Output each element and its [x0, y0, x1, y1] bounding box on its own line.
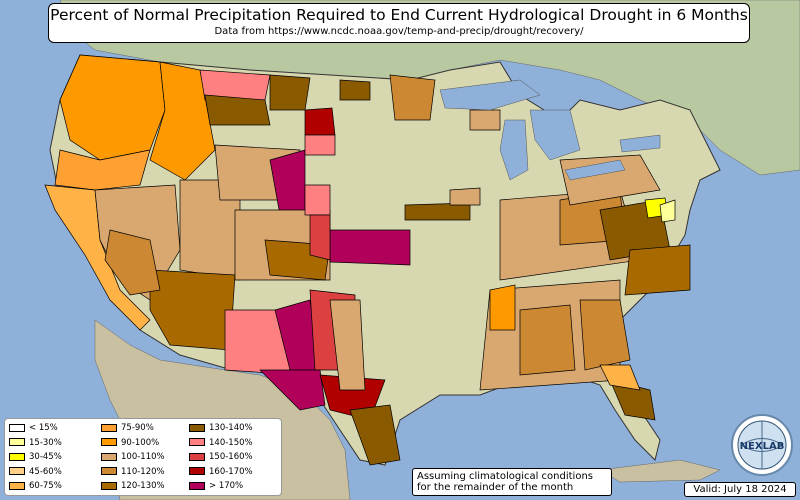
legend-swatch: [101, 438, 117, 446]
legend-label: 140-150%: [209, 437, 253, 448]
legend-swatch: [101, 423, 117, 432]
legend-swatch: [189, 438, 205, 446]
page-subtitle: Data from https://www.ncdc.noaa.gov/temp…: [214, 26, 584, 37]
region-texas-brown: [349, 404, 401, 466]
region-montana-brown: [204, 94, 271, 126]
legend-swatch: [189, 452, 205, 461]
region-miss-orange: [489, 284, 516, 331]
legend-label: 90-100%: [121, 437, 160, 448]
nexlab-logo: NEXLAB: [731, 414, 793, 476]
region-sw-brown: [104, 229, 161, 296]
legend-swatch: [101, 467, 117, 475]
legend-swatch: [9, 438, 25, 446]
legend: < 15% 15-30% 30-45% 45-60% 60-75% 75-90% 90-10…: [4, 418, 282, 496]
canada: [59, 0, 800, 176]
region-va-nc-brown: [624, 244, 691, 296]
legend-label: 75-90%: [121, 423, 154, 433]
region-pnw-orange: [59, 54, 166, 161]
region-arizona-brown: [149, 269, 236, 351]
legend-item: 100-110%: [101, 451, 165, 463]
note-line-2: for the remainder of the month: [417, 482, 574, 493]
region-kansas-red: [309, 214, 331, 261]
region-sdakota-darkred: [304, 107, 336, 136]
region-md-lightyellow: [659, 199, 676, 223]
legend-label: 150-160%: [209, 452, 253, 462]
legend-swatch: [101, 452, 117, 461]
legend-label: 60-75%: [29, 481, 62, 491]
region-kansas-magenta: [329, 229, 411, 266]
legend-item: 160-170%: [189, 466, 253, 478]
legend-label: 45-60%: [29, 466, 62, 477]
legend-item: 140-150%: [189, 437, 253, 449]
legend-swatch: [9, 481, 25, 490]
region-oregon-orange: [54, 149, 151, 191]
legend-swatch: [189, 467, 205, 475]
legend-item: 75-90%: [101, 422, 154, 434]
florida-cuba-area: [599, 459, 721, 483]
legend-item: 120-130%: [101, 480, 165, 492]
legend-swatch: [9, 467, 25, 475]
region-texas-magenta: [259, 369, 326, 411]
region-minnesota-brown: [389, 74, 436, 121]
legend-item: 15-30%: [9, 437, 62, 449]
lake-ontario: [619, 134, 661, 153]
legend-item: 150-160%: [189, 451, 253, 463]
legend-label: 160-170%: [209, 466, 253, 477]
region-georgia-brown: [579, 299, 631, 371]
region-iowa-brown: [404, 202, 471, 221]
legend-swatch: [9, 423, 25, 432]
legend-swatch: [9, 452, 25, 461]
region-mi-tan: [469, 109, 501, 131]
legend-item: 60-75%: [9, 480, 62, 492]
region-florida-orange: [599, 364, 641, 391]
legend-label: 120-130%: [121, 481, 165, 491]
legend-label: > 170%: [209, 481, 244, 491]
legend-label: 15-30%: [29, 437, 62, 448]
legend-label: 100-110%: [121, 452, 165, 462]
region-alabama-brown: [519, 304, 576, 376]
legend-item: < 15%: [9, 422, 58, 434]
legend-label: < 15%: [29, 423, 58, 433]
legend-item: 30-45%: [9, 451, 62, 463]
assumption-note: Assuming climatological conditions for t…: [412, 468, 612, 496]
legend-label: 130-140%: [209, 423, 253, 433]
legend-swatch: [189, 481, 205, 490]
legend-item: 110-120%: [101, 466, 165, 478]
page-title: Percent of Normal Precipitation Required…: [50, 6, 748, 24]
title-box: Percent of Normal Precipitation Required…: [48, 3, 750, 43]
region-ndakota-brown: [269, 74, 311, 111]
legend-item: > 170%: [189, 480, 243, 492]
legend-swatch: [101, 481, 117, 490]
logo-text: NEXLAB: [740, 441, 785, 452]
legend-label: 110-120%: [121, 466, 165, 477]
note-line-1: Assuming climatological conditions: [417, 471, 593, 482]
region-texas-tan: [329, 299, 366, 391]
legend-item: 45-60%: [9, 466, 62, 478]
region-midwest-tan: [449, 187, 481, 206]
lake-michigan: [499, 119, 529, 181]
legend-item: 130-140%: [189, 422, 253, 434]
region-nebraska-pink: [304, 184, 331, 216]
region-sdakota-pink: [304, 134, 336, 156]
drought-regions: [44, 54, 691, 466]
lake-huron: [529, 109, 581, 161]
legend-item: 90-100%: [101, 437, 159, 449]
legend-swatch: [189, 423, 205, 432]
valid-date: Valid: July 18 2024: [684, 482, 796, 497]
legend-label: 30-45%: [29, 452, 62, 462]
lake-superior: [439, 79, 541, 111]
lake-erie: [564, 159, 626, 181]
region-ne-brown: [339, 79, 371, 101]
great-lakes: [439, 79, 661, 181]
